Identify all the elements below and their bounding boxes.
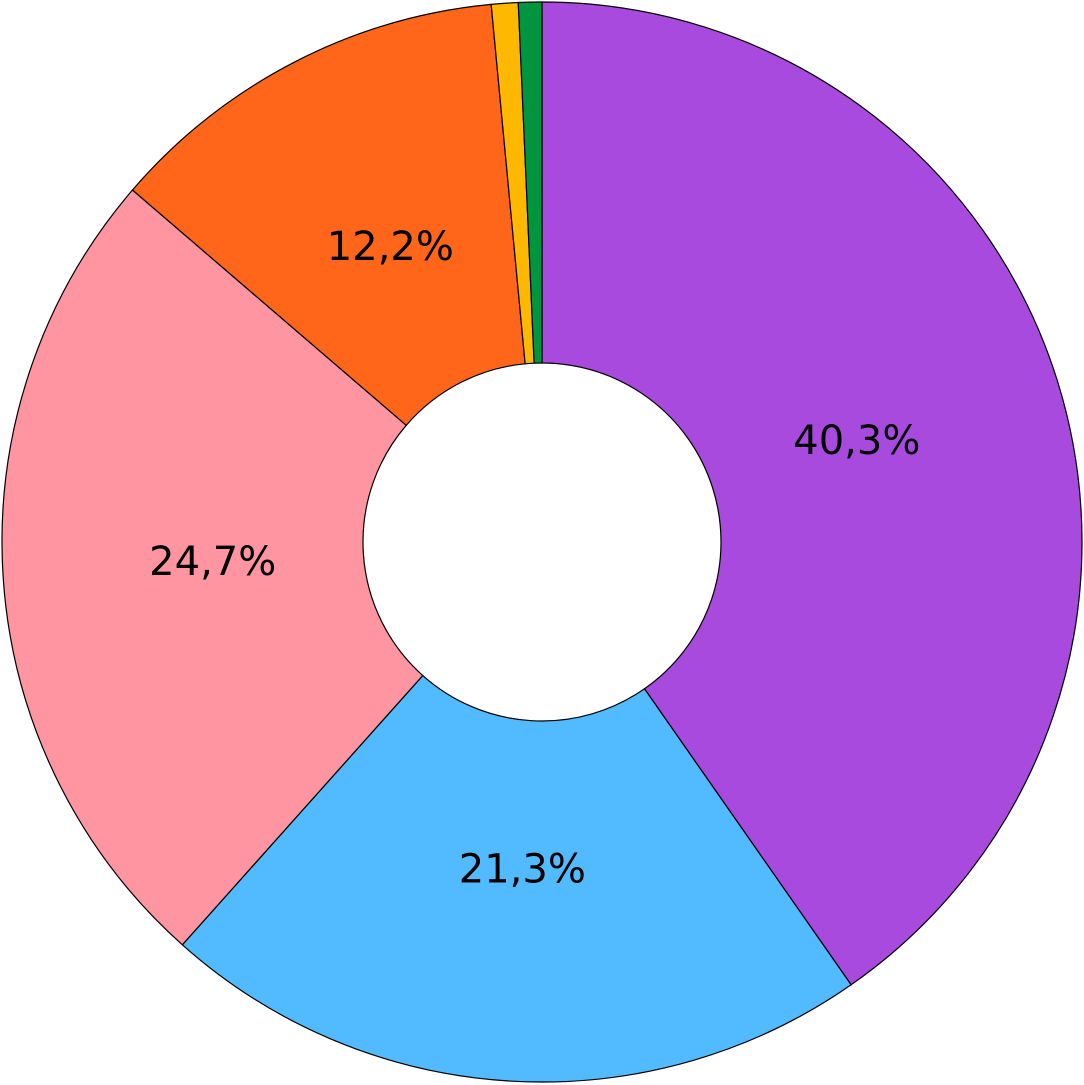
donut-slice	[181, 674, 852, 1083]
donut-slice	[541, 1, 1083, 986]
donut-slice	[131, 3, 526, 427]
slice-label: 40,3%	[793, 418, 920, 464]
donut-slice	[517, 1, 543, 364]
slice-label: 24,7%	[149, 539, 276, 585]
donut-slice	[1, 189, 424, 946]
slice-label: 21,3%	[459, 846, 586, 892]
slice-label: 12,2%	[327, 224, 454, 270]
